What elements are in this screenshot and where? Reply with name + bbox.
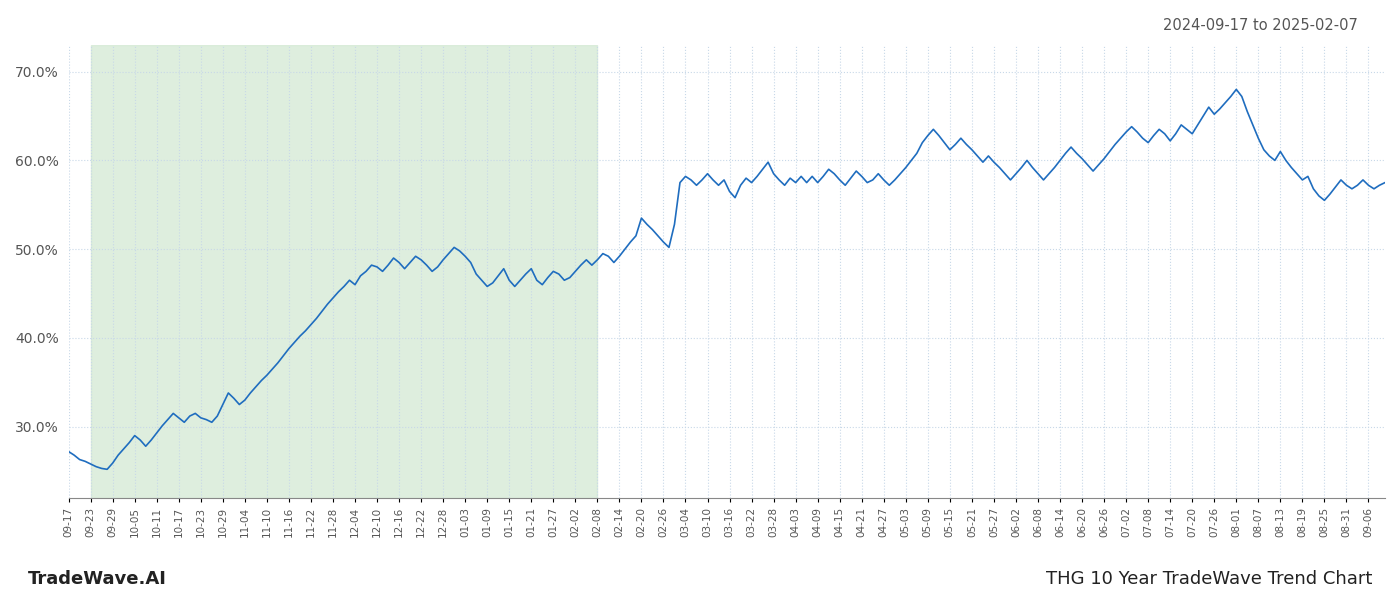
Text: 2024-09-17 to 2025-02-07: 2024-09-17 to 2025-02-07 xyxy=(1163,18,1358,33)
Text: THG 10 Year TradeWave Trend Chart: THG 10 Year TradeWave Trend Chart xyxy=(1046,570,1372,588)
Bar xyxy=(91,45,598,498)
Text: TradeWave.AI: TradeWave.AI xyxy=(28,570,167,588)
